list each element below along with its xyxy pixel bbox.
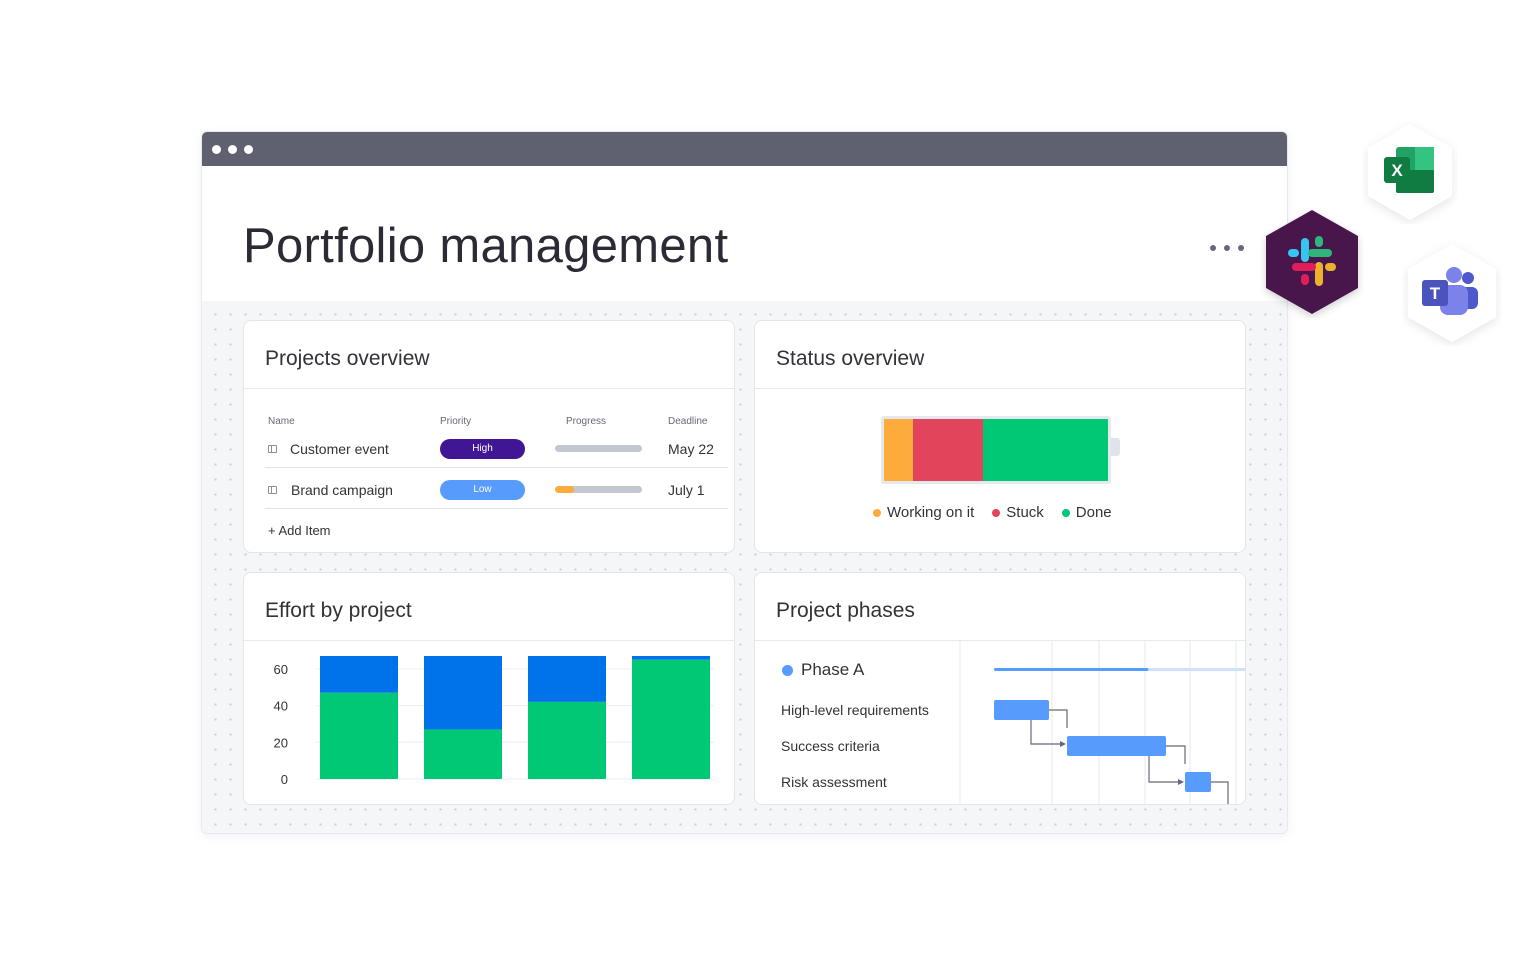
y-tick-label: 20 [274,735,288,750]
priority-badge[interactable]: High [440,439,525,459]
bar-segment[interactable] [424,729,502,779]
task-bar [1067,736,1166,756]
dependency-connector [1211,781,1229,804]
task-bar [994,700,1049,720]
arrow-icon [1178,779,1184,785]
status-legend: Working on it Stuck Done [873,504,1112,521]
legend-dot-icon [992,508,1001,517]
legend-label: Working on it [887,504,975,521]
gantt-chart [959,641,1245,804]
add-item-button[interactable]: + Add Item [268,523,331,538]
window-titlebar [202,132,1287,166]
svg-text:T: T [1430,284,1441,303]
bar-segment[interactable] [528,656,606,702]
widget-title: Project phases [776,599,915,622]
dashboard-canvas: Projects overview Name Priority Progress… [202,301,1287,833]
projects-overview-widget: Projects overview Name Priority Progress… [243,320,735,553]
legend-label: Done [1075,504,1112,521]
task-label[interactable]: Success criteria [781,738,880,754]
divider [755,388,1245,389]
bar-segment[interactable] [320,692,398,779]
legend-label: Stuck [1006,504,1044,521]
row-divider [265,508,728,509]
column-header-deadline[interactable]: Deadline [668,416,708,427]
page-title: Portfolio management [243,219,729,273]
column-header-progress[interactable]: Progress [566,416,607,427]
bar-segment[interactable] [632,656,710,660]
project-name[interactable]: Brand campaign [291,482,393,498]
row-divider [265,467,728,468]
status-overview-widget: Status overview Working on it Stuck Done [754,320,1246,553]
phase-progress-fill [994,668,1149,671]
status-segment [982,419,1108,481]
column-header-name[interactable]: Name [268,416,295,427]
window-dot-icon[interactable] [212,145,221,154]
legend-item: Stuck [992,504,1044,521]
status-segment [884,419,914,481]
widget-title: Status overview [776,347,925,370]
teams-icon[interactable]: T [1402,240,1502,346]
y-tick-label: 0 [281,772,288,787]
progress-bar [555,445,642,452]
item-icon[interactable] [268,445,277,453]
legend-item: Working on it [873,504,974,521]
excel-icon[interactable]: X [1362,120,1458,224]
arrow-icon [1060,741,1066,747]
dependency-connector [1148,745,1186,783]
project-name[interactable]: Customer event [290,441,389,457]
priority-badge[interactable]: Low [440,480,525,500]
legend-item: Done [1061,504,1112,521]
task-bar [1185,772,1211,792]
column-header-priority[interactable]: Priority [440,416,472,427]
y-tick-label: 60 [274,662,288,677]
phase-label[interactable]: Phase A [801,660,865,679]
window-dot-icon[interactable] [244,145,253,154]
app-window: Portfolio management Projects overview N… [201,131,1288,834]
effort-bar-chart: 60 40 20 0 [274,656,714,787]
status-battery [881,416,1111,484]
project-phases-widget: Project phases Phase A High-level requir… [754,572,1246,805]
deadline[interactable]: July 1 [668,482,705,498]
task-label[interactable]: High-level requirements [781,702,929,718]
effort-by-project-widget: Effort by project 60 40 20 0 [243,572,735,805]
bar-segment[interactable] [424,656,502,730]
progress-bar [555,486,642,493]
window-dot-icon[interactable] [228,145,237,154]
dependency-connector [1030,709,1068,745]
y-tick-label: 40 [274,699,288,714]
divider [755,640,1245,641]
divider [244,388,734,389]
widget-title: Effort by project [265,599,412,622]
bar-segment[interactable] [320,656,398,693]
deadline[interactable]: May 22 [668,441,714,457]
svg-text:X: X [1391,161,1403,180]
progress-fill [555,486,575,493]
status-segment [913,419,983,481]
slack-icon[interactable] [1260,206,1364,318]
widget-title: Projects overview [265,347,430,370]
phase-dot-icon [782,665,793,676]
task-label[interactable]: Risk assessment [781,774,887,790]
legend-dot-icon [1061,508,1070,517]
bar-segment[interactable] [632,659,710,779]
battery-tip [1111,438,1120,456]
divider [244,640,734,641]
more-options-icon[interactable] [1210,242,1244,254]
bar-segment[interactable] [528,701,606,779]
item-icon[interactable] [268,486,277,494]
legend-dot-icon [873,508,881,517]
